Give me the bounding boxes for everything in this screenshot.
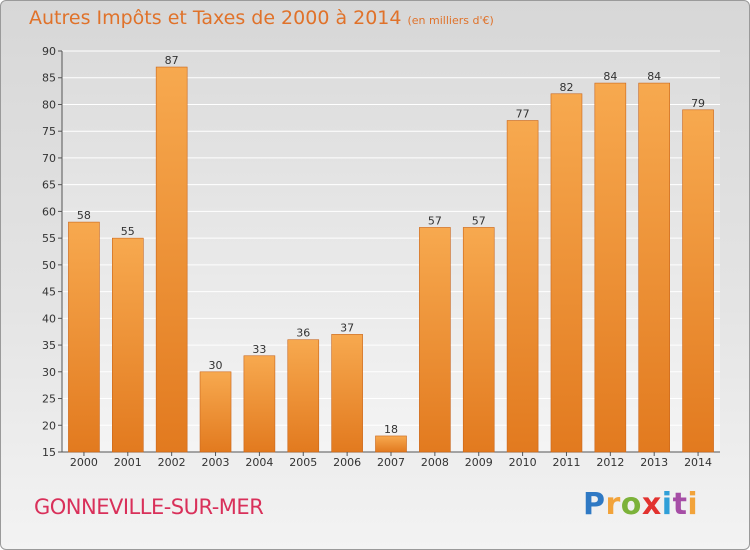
y-tick-label: 90 xyxy=(42,45,56,58)
y-tick-label: 15 xyxy=(42,446,56,459)
bar-2008 xyxy=(419,227,451,453)
logo-letter: t xyxy=(672,487,688,522)
bar-2002 xyxy=(155,66,188,453)
x-tick-label-2007: 2007 xyxy=(377,456,405,469)
y-tick-label: 70 xyxy=(42,152,56,165)
bar-2014 xyxy=(682,109,714,453)
bar-2006 xyxy=(331,334,363,453)
bar-2012 xyxy=(594,82,627,453)
bar-2011 xyxy=(550,93,583,453)
data-label-2011: 82 xyxy=(559,81,573,94)
data-label-2005: 36 xyxy=(296,327,310,340)
data-label-2001: 55 xyxy=(121,225,135,238)
y-tick-label: 65 xyxy=(42,179,56,192)
data-label-2006: 37 xyxy=(340,321,354,334)
x-tick-label-2005: 2005 xyxy=(289,456,317,469)
y-tick-label: 40 xyxy=(42,312,56,325)
y-tick-label: 60 xyxy=(42,205,56,218)
x-tick-label-2004: 2004 xyxy=(245,456,273,469)
y-tick-label: 35 xyxy=(42,339,56,352)
data-label-2008: 57 xyxy=(428,214,442,227)
logo-letter: r xyxy=(605,487,621,522)
data-label-2014: 79 xyxy=(691,97,705,110)
x-tick-label-2011: 2011 xyxy=(552,456,580,469)
commune-name: GONNEVILLE-SUR-MER xyxy=(34,495,264,519)
y-tick-label: 50 xyxy=(42,259,56,272)
bar-2013 xyxy=(638,82,671,453)
x-tick-label-2001: 2001 xyxy=(114,456,142,469)
y-tick-label: 30 xyxy=(42,366,56,379)
y-tick-label: 25 xyxy=(42,393,56,406)
logo-letter: P xyxy=(583,487,606,522)
y-tick-label: 75 xyxy=(42,125,56,138)
bar-2000 xyxy=(68,221,100,453)
logo-letter: i xyxy=(661,487,673,522)
logo-letter: x xyxy=(641,487,662,522)
chart-title: Autres Impôts et Taxes de 2000 à 2014 (en… xyxy=(29,7,494,29)
data-label-2002: 87 xyxy=(165,54,179,67)
bar-2007 xyxy=(375,435,407,453)
y-tick-label: 45 xyxy=(42,286,56,299)
y-tick-label: 80 xyxy=(42,98,56,111)
x-tick-label-2008: 2008 xyxy=(421,456,449,469)
x-tick-label-2003: 2003 xyxy=(202,456,230,469)
chart-title-main: Autres Impôts et Taxes de 2000 à 2014 xyxy=(29,7,402,29)
y-tick-label: 20 xyxy=(42,419,56,432)
bar-2010 xyxy=(506,120,539,453)
x-tick-label-2000: 2000 xyxy=(70,456,98,469)
bar-2003 xyxy=(199,371,232,453)
data-label-2003: 30 xyxy=(209,359,223,372)
data-label-2007: 18 xyxy=(384,423,398,436)
data-label-2009: 57 xyxy=(472,214,486,227)
data-label-2013: 84 xyxy=(647,70,661,83)
chart-subtitle: (en milliers d'€) xyxy=(407,14,494,27)
x-tick-label-2012: 2012 xyxy=(596,456,624,469)
bar-2001 xyxy=(112,237,144,453)
proxiti-logo[interactable]: Proxiti xyxy=(583,487,698,522)
data-label-2000: 58 xyxy=(77,209,91,222)
bar-2009 xyxy=(462,227,495,453)
x-tick-label-2010: 2010 xyxy=(509,456,537,469)
x-tick-label-2009: 2009 xyxy=(465,456,493,469)
data-label-2004: 33 xyxy=(252,343,266,356)
x-tick-label-2002: 2002 xyxy=(158,456,186,469)
data-label-2012: 84 xyxy=(603,70,617,83)
x-tick-label-2006: 2006 xyxy=(333,456,361,469)
logo-letter: o xyxy=(620,487,642,522)
data-label-2010: 77 xyxy=(516,108,530,121)
bar-2005 xyxy=(287,339,320,453)
x-tick-label-2014: 2014 xyxy=(684,456,712,469)
y-tick-label: 55 xyxy=(42,232,56,245)
x-tick-label-2013: 2013 xyxy=(640,456,668,469)
bar-2004 xyxy=(243,355,276,453)
logo-letter: i xyxy=(687,487,699,522)
y-tick-label: 85 xyxy=(42,72,56,85)
